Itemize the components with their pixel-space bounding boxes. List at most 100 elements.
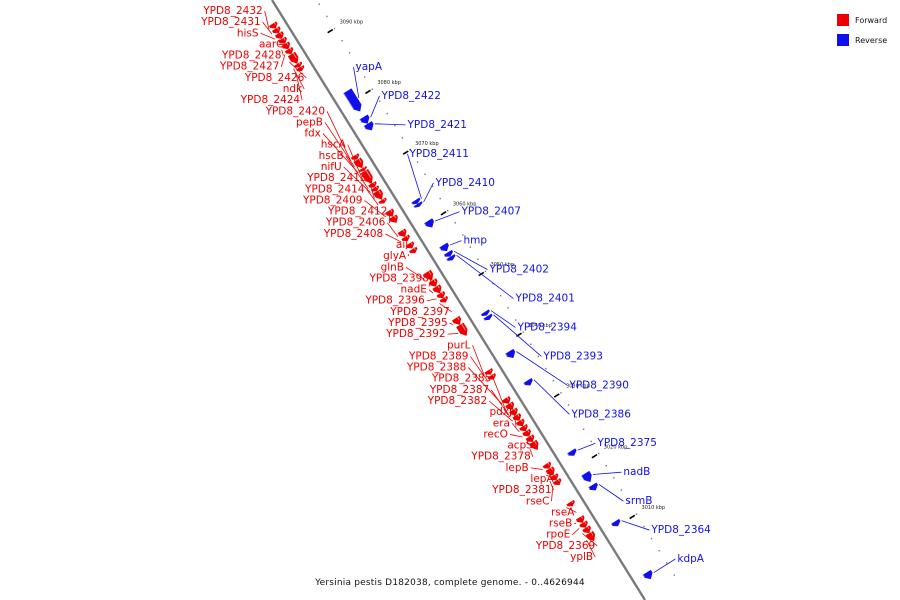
leader-line xyxy=(260,32,276,40)
gene-highlight xyxy=(557,479,560,482)
leader-line xyxy=(345,155,369,189)
gene-highlight xyxy=(492,374,495,377)
reverse-gene-label: YPD8_2410 xyxy=(434,177,494,189)
tick-label: 3060 kbp xyxy=(453,202,477,208)
leader-line xyxy=(492,378,507,411)
forward-gene-label: YPD8_2428 xyxy=(221,50,281,62)
gene-arrow xyxy=(567,448,577,456)
minor-tick xyxy=(514,319,517,321)
major-tick xyxy=(629,514,636,520)
minor-tick xyxy=(567,404,570,406)
gene-highlight xyxy=(567,453,570,456)
gene-highlight xyxy=(520,419,523,423)
gene-arrow xyxy=(480,309,490,317)
forward-gene-label: recO xyxy=(483,428,508,440)
leader-line xyxy=(439,303,452,313)
forward-gene-label: YPD8_2414 xyxy=(304,183,365,195)
leader-lines xyxy=(260,10,676,573)
gene-highlight xyxy=(534,441,537,445)
forward-gene-label: YPD8_2387 xyxy=(429,384,489,396)
gene-arrow xyxy=(443,249,453,257)
leader-line xyxy=(428,289,434,294)
gene-highlight xyxy=(446,259,448,261)
reverse-gene-label: YPD8_2407 xyxy=(460,206,520,218)
gene-highlight xyxy=(286,42,289,46)
leader-line xyxy=(353,66,360,99)
gene-layer xyxy=(268,21,653,580)
minor-tick xyxy=(379,100,381,103)
minor-tick xyxy=(650,537,653,540)
forward-gene-label: acpS xyxy=(507,440,533,452)
leader-line xyxy=(453,250,488,270)
gene-highlight xyxy=(406,235,409,238)
gene-highlight xyxy=(358,158,362,163)
leader-line xyxy=(490,389,510,416)
forward-gene-label: YPD8_2413 xyxy=(306,172,366,184)
leader-line xyxy=(490,310,516,328)
leader-line xyxy=(366,189,379,205)
leader-line xyxy=(343,166,371,193)
leader-line xyxy=(488,400,513,422)
gene-arrow xyxy=(287,51,299,64)
minor-tick xyxy=(484,270,487,273)
legend-forward-label: Forward xyxy=(855,15,888,25)
gene-highlight xyxy=(383,198,386,201)
reverse-gene-label: YPD8_2422 xyxy=(381,90,441,102)
gene-highlight xyxy=(524,425,527,428)
gene-highlight xyxy=(461,323,466,331)
forward-gene-label: pdxJ xyxy=(489,406,512,418)
leader-line xyxy=(529,448,534,457)
gene-highlight xyxy=(437,285,440,289)
gene-highlight xyxy=(441,292,444,295)
minor-tick xyxy=(522,331,524,333)
gene-arrow xyxy=(452,315,462,325)
gene-highlight xyxy=(588,487,591,490)
minor-tick xyxy=(386,112,389,115)
reverse-gene-label: YPD8_2401 xyxy=(514,293,574,305)
leader-line xyxy=(426,298,437,302)
forward-gene-label: rseB xyxy=(549,518,572,530)
minor-tick xyxy=(530,343,532,345)
minor-tick xyxy=(401,137,404,139)
forward-gene-label: glnB xyxy=(381,261,404,273)
tick-label: 3070 kbp xyxy=(415,141,439,147)
gene-highlight xyxy=(642,574,645,578)
minor-tick xyxy=(613,477,615,479)
gene-arrow xyxy=(575,515,585,523)
minor-tick xyxy=(333,27,336,30)
forward-gene-label: hisS xyxy=(237,27,259,39)
minor-tick xyxy=(545,367,547,370)
major-tick xyxy=(591,453,598,459)
leader-line xyxy=(653,558,676,573)
gene-highlight xyxy=(510,402,513,406)
gene-highlight xyxy=(587,526,590,530)
leader-line xyxy=(472,345,485,376)
gene-highlight xyxy=(390,209,393,213)
leader-line xyxy=(516,351,568,386)
reverse-gene-label: yapA xyxy=(356,61,383,73)
leader-line xyxy=(324,122,356,168)
minor-tick xyxy=(658,550,660,552)
gene-arrow xyxy=(581,470,592,482)
gene-highlight xyxy=(424,223,427,227)
forward-gene-label: YPD8_2408 xyxy=(323,228,383,240)
minor-tick xyxy=(363,76,366,78)
gene-highlight xyxy=(289,48,292,51)
forward-gene-label: YPD8_2431 xyxy=(200,16,260,28)
gene-highlight xyxy=(480,314,483,317)
gene-highlight xyxy=(402,229,405,233)
forward-gene-label: glyA xyxy=(383,250,407,262)
legend: Forward Reverse xyxy=(837,10,887,50)
gene-highlight xyxy=(277,27,279,30)
gene-arrow xyxy=(353,157,364,169)
forward-gene-label: YPD8_2396 xyxy=(364,295,425,307)
forward-gene-label: pepB xyxy=(296,116,323,128)
leader-line xyxy=(566,507,577,513)
gene-highlight xyxy=(363,126,366,129)
reverse-gene-label: YPD8_2402 xyxy=(488,264,548,276)
forward-gene-label: YPD8_2427 xyxy=(219,61,279,73)
gene-highlight xyxy=(433,279,436,283)
gene-highlight xyxy=(547,462,550,466)
gene-arrow xyxy=(523,377,533,386)
